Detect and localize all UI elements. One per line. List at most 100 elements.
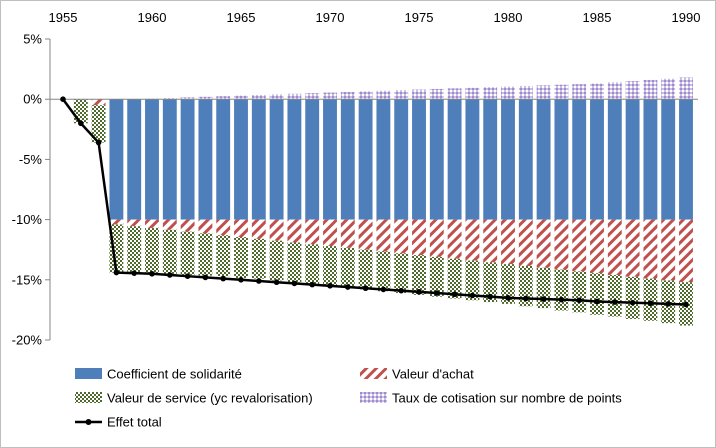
legend-swatch-2 — [360, 368, 387, 379]
bar-2-1966 — [251, 219, 266, 239]
bar-3-1981 — [518, 265, 533, 307]
bar-1-1967 — [269, 99, 284, 220]
bar-1-1982 — [536, 99, 551, 220]
bar-2-1975 — [412, 219, 426, 256]
bar-2-1961 — [162, 219, 177, 230]
bar-1-1990 — [679, 99, 693, 220]
point-1971 — [345, 284, 351, 290]
legend-label-1: Coefficient de solidarité — [107, 367, 242, 382]
bar-1-1985 — [590, 99, 604, 220]
point-1967 — [273, 279, 280, 286]
bar-4-1970 — [323, 92, 337, 100]
bar-2-1968 — [287, 219, 302, 243]
point-1973 — [380, 286, 387, 293]
bar-3-1976 — [429, 256, 444, 297]
y-tick-label: 5% — [23, 32, 42, 47]
bar-4-1985 — [590, 83, 604, 100]
bar-2-1971 — [340, 219, 355, 248]
bar-2-1989 — [661, 219, 676, 281]
bar-4-1990 — [679, 77, 693, 100]
bar-2-1964 — [216, 219, 231, 236]
point-1978 — [469, 292, 476, 299]
point-1963 — [202, 274, 209, 281]
bar-1-1987 — [625, 99, 640, 220]
bar-1-1972 — [358, 99, 373, 220]
point-1970 — [327, 283, 333, 289]
bar-1-1977 — [447, 99, 462, 220]
bar-2-1973 — [376, 219, 391, 252]
bar-3-1972 — [358, 249, 373, 290]
point-1975 — [416, 289, 422, 295]
bar-3-1967 — [269, 240, 284, 281]
bar-1-1959 — [127, 99, 142, 220]
bar-1-1981 — [518, 99, 533, 220]
point-1976 — [434, 290, 440, 296]
bar-3-1964 — [216, 235, 231, 277]
bar-4-1987 — [625, 81, 640, 100]
bar-2-1965 — [234, 219, 248, 238]
x-tick-label: 1965 — [227, 10, 256, 25]
bar-2-1974 — [394, 219, 409, 254]
bar-3-1975 — [412, 255, 426, 295]
x-tick-label: 1960 — [138, 10, 167, 25]
point-1962 — [184, 273, 191, 279]
bar-2-1959 — [127, 219, 142, 227]
bar-3-1974 — [394, 253, 409, 294]
bar-1-1988 — [643, 99, 658, 220]
bar-1-1964 — [216, 99, 231, 220]
bar-3-1987 — [625, 276, 640, 319]
bar-2-1976 — [429, 219, 444, 257]
point-1986 — [612, 299, 618, 305]
bar-2-1978 — [465, 219, 480, 261]
legend-swatch-1 — [75, 368, 102, 379]
bar-4-1963 — [198, 96, 213, 100]
bar-4-1972 — [358, 91, 373, 100]
bar-4-1978 — [465, 87, 480, 100]
x-tick-label: 1985 — [583, 10, 612, 25]
x-tick-label: 1955 — [49, 10, 78, 25]
x-tick-label: 1975 — [405, 10, 434, 25]
axes-layer: 5% 0% -5% -10% -15% -20% 1955 1960 1965 1970 1975 1… — [12, 10, 701, 348]
bar-2-1963 — [198, 219, 213, 234]
bar-1-1984 — [572, 99, 587, 220]
point-1989 — [665, 301, 671, 307]
point-1960 — [149, 270, 155, 277]
bar-3-1960 — [145, 228, 159, 274]
bar-2-1967 — [269, 219, 284, 241]
bar-3-1978 — [465, 260, 480, 301]
bar-2-1987 — [625, 219, 640, 277]
bar-3-1979 — [483, 262, 498, 303]
point-1958 — [113, 269, 120, 276]
bar-4-1974 — [394, 90, 409, 100]
bar-3-1980 — [501, 264, 515, 304]
bar-4-1984 — [572, 84, 587, 100]
bar-4-1975 — [412, 89, 426, 100]
bar-4-1967 — [269, 94, 284, 100]
bar-4-1982 — [536, 85, 551, 100]
x-tick-label: 1970 — [316, 10, 345, 25]
legend-label-3: Valeur de service (yc revalorisation) — [107, 391, 313, 406]
point-1964 — [220, 275, 226, 282]
point-1965 — [238, 277, 244, 283]
bar-4-1962 — [180, 97, 195, 100]
bar-1-1983 — [554, 99, 569, 220]
point-1968 — [291, 280, 298, 287]
y-tick-label: -10% — [12, 212, 43, 227]
bar-4-1983 — [554, 84, 569, 100]
point-1981 — [523, 295, 529, 302]
bar-2-1988 — [643, 219, 658, 279]
point-1979 — [487, 293, 494, 300]
bar-3-1957 — [91, 105, 106, 143]
bar-4-1965 — [234, 95, 248, 100]
bar-1-1979 — [483, 99, 498, 220]
bar-3-1984 — [572, 271, 587, 313]
bar-1-1968 — [287, 99, 302, 220]
bar-3-1983 — [554, 269, 569, 311]
bar-1-1963 — [198, 99, 213, 220]
point-1980 — [505, 295, 511, 301]
point-1961 — [167, 272, 173, 278]
bar-2-1970 — [323, 219, 337, 247]
bar-3-1969 — [305, 244, 320, 285]
y-tick-label: -20% — [12, 333, 43, 348]
bar-4-1979 — [483, 87, 498, 100]
